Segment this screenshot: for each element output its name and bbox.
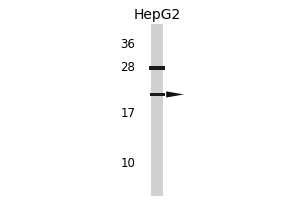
Bar [150, 93, 165, 96]
Text: 36: 36 [120, 38, 135, 51]
Text: 10: 10 [120, 157, 135, 170]
Text: 28: 28 [120, 61, 135, 74]
Text: HepG2: HepG2 [134, 8, 181, 22]
Bar [152, 24, 163, 196]
Bar [148, 66, 165, 70]
Text: 17: 17 [120, 107, 135, 120]
Polygon shape [166, 91, 184, 98]
